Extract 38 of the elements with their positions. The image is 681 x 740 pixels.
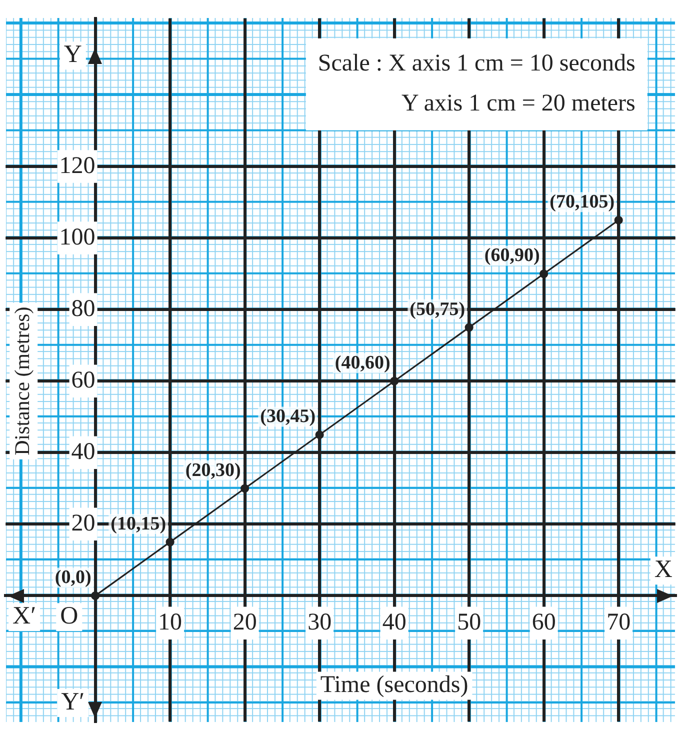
point (390, 376, 399, 386)
y-tick-label: 120 (59, 152, 96, 179)
annotation: (0,0) (54, 567, 92, 588)
x-tick-label: 50 (457, 609, 482, 636)
x-tick-label: 70 (606, 609, 631, 636)
annotation: Y (64, 41, 82, 68)
x-tick-label: 30 (308, 609, 332, 636)
annotation: Y′ (61, 688, 85, 716)
x-tick-label: 60 (532, 609, 556, 636)
annotation: (30,45) (260, 406, 316, 428)
point (614, 216, 623, 224)
x-tick-label: 20 (232, 609, 257, 636)
x-tick-label: 10 (158, 609, 182, 636)
y-tick-label: 100 (59, 224, 96, 250)
point (240, 484, 250, 493)
annotation: (20,30) (185, 460, 241, 481)
y-tick-label: 60 (71, 367, 96, 394)
point (464, 323, 474, 332)
annotation: Scale : X axis 1 cm = 10 seconds (318, 50, 636, 77)
annotation: X′ (12, 602, 36, 630)
y-tick-label: 80 (71, 296, 96, 322)
point (166, 538, 174, 546)
annotation: O (60, 602, 78, 630)
y-tick-label: 40 (71, 438, 96, 465)
annotation: (50,75) (410, 298, 466, 320)
point (91, 591, 100, 600)
annotation: Y axis 1 cm = 20 meters (401, 90, 636, 117)
y-axis-title: Distance (metres) (10, 306, 34, 456)
annotation: (60,90) (484, 245, 540, 266)
annotation: (10,15) (110, 513, 166, 534)
point (540, 269, 548, 278)
annotation: X (654, 556, 672, 584)
y-tick-label: 20 (71, 510, 96, 536)
x-axis-title: Time (seconds) (320, 672, 468, 698)
annotation: (70,105) (550, 192, 615, 213)
point (315, 430, 324, 440)
annotation: (40,60) (334, 352, 390, 374)
x-tick-label: 40 (382, 609, 406, 636)
